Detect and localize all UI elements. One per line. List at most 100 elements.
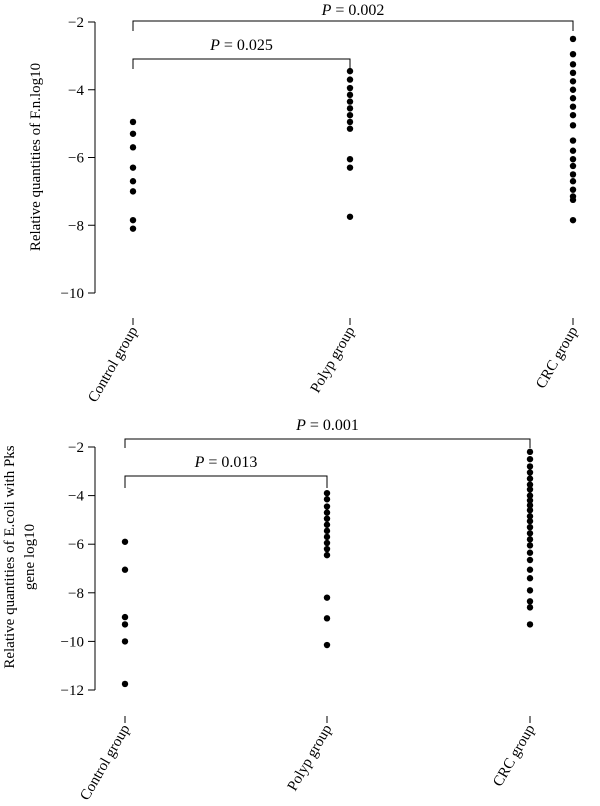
data-point [526, 448, 534, 456]
data-point [346, 213, 354, 220]
y-tick-label: −4 [68, 489, 84, 505]
data-point [323, 496, 331, 503]
y-ticks-bottom: −2 −4 −6 −8 −10 −12 [61, 440, 95, 699]
data-point [121, 538, 129, 545]
data-point [569, 61, 577, 68]
data-point [346, 155, 354, 163]
p-value: = 0.025 [220, 37, 273, 54]
data-point [323, 615, 331, 622]
data-point [569, 69, 577, 77]
data-point [346, 98, 354, 105]
data-point [129, 130, 137, 137]
y-axis-label-bottom-line1: Relative quantities of E.coli with Pks [2, 445, 18, 668]
y-axis-label-top: Relative quantities of F.n.log10 [28, 63, 44, 251]
data-point [129, 178, 137, 185]
data-point [346, 118, 354, 126]
p-value-label: P = 0.025 [209, 37, 273, 54]
data-point [569, 178, 577, 185]
y-tick-label: −10 [61, 634, 84, 650]
data-point [526, 523, 534, 531]
y-ticks-top: −2 −4 −6 −8 −10 [61, 15, 95, 302]
y-tick-label: −10 [61, 286, 84, 302]
data-point [569, 196, 577, 204]
p-symbol: P [295, 417, 306, 434]
data-point [346, 164, 354, 171]
data-point [569, 147, 577, 154]
data-point [569, 137, 577, 144]
data-point [526, 587, 534, 594]
data-point [569, 95, 577, 102]
data-point [526, 536, 534, 543]
data-point [526, 506, 534, 514]
p-symbol: P [194, 454, 205, 471]
data-point [129, 225, 137, 232]
data-point [526, 475, 534, 482]
data-point [121, 680, 129, 688]
points-top [129, 35, 577, 232]
data-point [526, 621, 534, 628]
y-tick-label: −6 [68, 537, 84, 553]
data-point [129, 118, 137, 126]
y-tick-label: −6 [68, 151, 84, 167]
points-bottom [121, 448, 534, 688]
y-tick-label: −2 [68, 15, 84, 31]
data-point [526, 481, 534, 488]
data-point [121, 566, 129, 573]
data-point [526, 513, 534, 520]
data-point [526, 575, 534, 582]
data-point [526, 469, 534, 476]
data-point [569, 216, 577, 224]
data-point [569, 86, 577, 93]
data-point [346, 105, 354, 112]
data-point [526, 517, 534, 525]
data-point [569, 35, 577, 43]
p-value-label: P = 0.013 [194, 454, 258, 471]
data-point [323, 551, 331, 559]
data-point [129, 164, 137, 171]
data-point [346, 67, 354, 75]
p-value: = 0.013 [204, 454, 257, 471]
y-tick-label: −8 [68, 586, 84, 602]
data-point [526, 566, 534, 573]
data-point [526, 542, 534, 549]
data-point [569, 103, 577, 110]
data-point [526, 497, 534, 504]
significance-bracket [124, 438, 531, 448]
data-point [526, 530, 534, 537]
data-point [323, 533, 331, 541]
data-point [526, 492, 534, 499]
data-point [323, 509, 331, 516]
p-value-label: P = 0.002 [321, 2, 385, 19]
data-point [526, 463, 534, 470]
significance-bracket [132, 20, 574, 31]
data-point [323, 545, 331, 553]
data-point [323, 489, 331, 497]
data-point [129, 188, 137, 195]
data-point [569, 155, 577, 163]
data-point [121, 621, 129, 628]
y-axis-label-bottom-line2: gene log10 [22, 524, 38, 590]
p-value: = 0.001 [306, 417, 359, 434]
data-point [129, 216, 137, 224]
data-point [121, 638, 129, 645]
data-point [346, 111, 354, 119]
y-tick-label: −4 [68, 83, 84, 99]
data-point [569, 50, 577, 58]
significance-bracket [124, 475, 328, 488]
y-tick-label: −8 [68, 218, 84, 234]
significance-brackets-top: P = 0.025 P = 0.002 [132, 2, 574, 69]
data-point [569, 111, 577, 119]
data-point [323, 641, 331, 649]
data-point [346, 125, 354, 132]
data-point [323, 515, 331, 522]
data-point [323, 503, 331, 510]
data-point [323, 527, 331, 535]
data-point [569, 162, 577, 170]
data-point [323, 539, 331, 547]
data-point [526, 549, 534, 556]
data-point [569, 78, 577, 85]
data-point [526, 604, 534, 611]
significance-bracket [132, 58, 351, 69]
